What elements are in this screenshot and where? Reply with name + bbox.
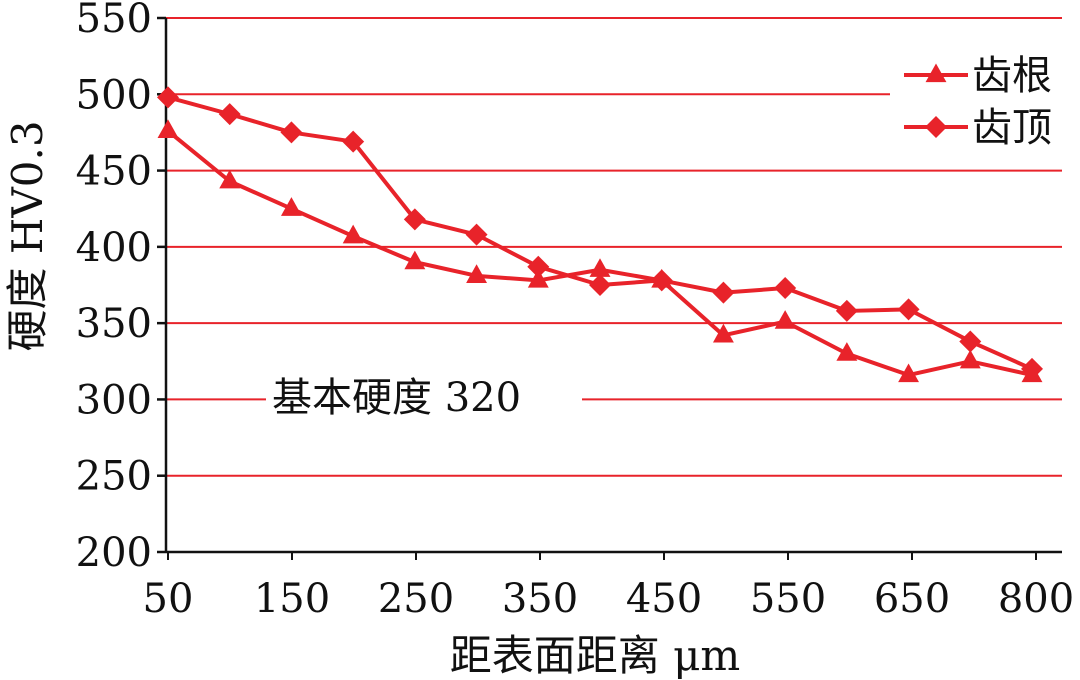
annotation-background bbox=[266, 372, 582, 422]
data-point-triangle bbox=[959, 349, 981, 369]
y-tick-label: 250 bbox=[76, 454, 152, 500]
y-tick-label: 350 bbox=[76, 301, 152, 347]
y-axis-title: 硬度 HV0.3 bbox=[3, 120, 52, 351]
legend-background bbox=[890, 48, 1076, 156]
data-point-diamond bbox=[280, 121, 303, 144]
data-point-triangle bbox=[712, 323, 734, 343]
axes: 200 250 300 350 400 450 500 550 50 150 250 350 450 55… bbox=[76, 0, 1075, 622]
data-point-diamond bbox=[589, 274, 611, 296]
x-tick-label: 50 bbox=[143, 576, 194, 622]
data-point-diamond bbox=[342, 130, 365, 153]
legend-triangle-icon bbox=[925, 63, 947, 83]
data-point-triangle bbox=[219, 169, 241, 189]
data-point-triangle bbox=[589, 258, 611, 277]
y-tick-label: 450 bbox=[76, 149, 152, 195]
data-point-diamond bbox=[1021, 357, 1043, 380]
data-point-diamond bbox=[835, 299, 858, 322]
x-axis-title: 距表面距离 μm bbox=[450, 631, 740, 680]
y-tick-label: 550 bbox=[76, 0, 152, 42]
series-line bbox=[166, 129, 1033, 378]
data-point-triangle bbox=[157, 119, 179, 139]
y-tick-label: 500 bbox=[76, 72, 152, 118]
y-tick-label: 300 bbox=[76, 377, 152, 423]
data-point-diamond bbox=[465, 223, 488, 246]
x-tick-label: 450 bbox=[626, 576, 702, 622]
data-point-triangle bbox=[774, 310, 796, 329]
x-tick-label: 650 bbox=[874, 576, 950, 622]
data-point-diamond bbox=[712, 281, 735, 304]
data-point-triangle bbox=[898, 363, 920, 383]
legend-diamond-icon bbox=[925, 116, 947, 138]
x-tick-label: 350 bbox=[502, 576, 578, 622]
x-tick-label: 800 bbox=[998, 576, 1074, 622]
data-point-triangle bbox=[836, 342, 858, 361]
legend-label: 齿顶 bbox=[972, 105, 1052, 151]
x-tick-label: 550 bbox=[750, 576, 826, 622]
data-point-diamond bbox=[774, 277, 797, 300]
series-tooth-root bbox=[157, 119, 1043, 383]
data-point-diamond bbox=[403, 208, 426, 231]
data-point-triangle bbox=[342, 224, 364, 244]
data-point-diamond bbox=[527, 255, 550, 278]
data-point-diamond bbox=[650, 269, 673, 292]
data-point-diamond bbox=[157, 86, 179, 109]
x-tick-label: 150 bbox=[254, 576, 330, 622]
base-hardness-annotation: 基本硬度 320 bbox=[272, 375, 521, 421]
legend-label: 齿根 bbox=[972, 53, 1052, 99]
series-tooth-tip bbox=[157, 86, 1043, 380]
data-point-triangle bbox=[466, 264, 488, 283]
data-point-triangle bbox=[527, 268, 549, 288]
data-point-diamond bbox=[959, 330, 982, 353]
data-point-triangle bbox=[280, 197, 302, 216]
data-point-diamond bbox=[897, 298, 920, 321]
x-tick-label: 250 bbox=[378, 576, 454, 622]
series bbox=[157, 86, 1043, 383]
data-point-triangle bbox=[404, 250, 426, 270]
y-tick-label: 400 bbox=[76, 225, 152, 271]
data-point-diamond bbox=[218, 103, 241, 126]
annotation-group: 基本硬度 320 bbox=[266, 372, 582, 422]
y-tick-label: 200 bbox=[76, 530, 152, 576]
